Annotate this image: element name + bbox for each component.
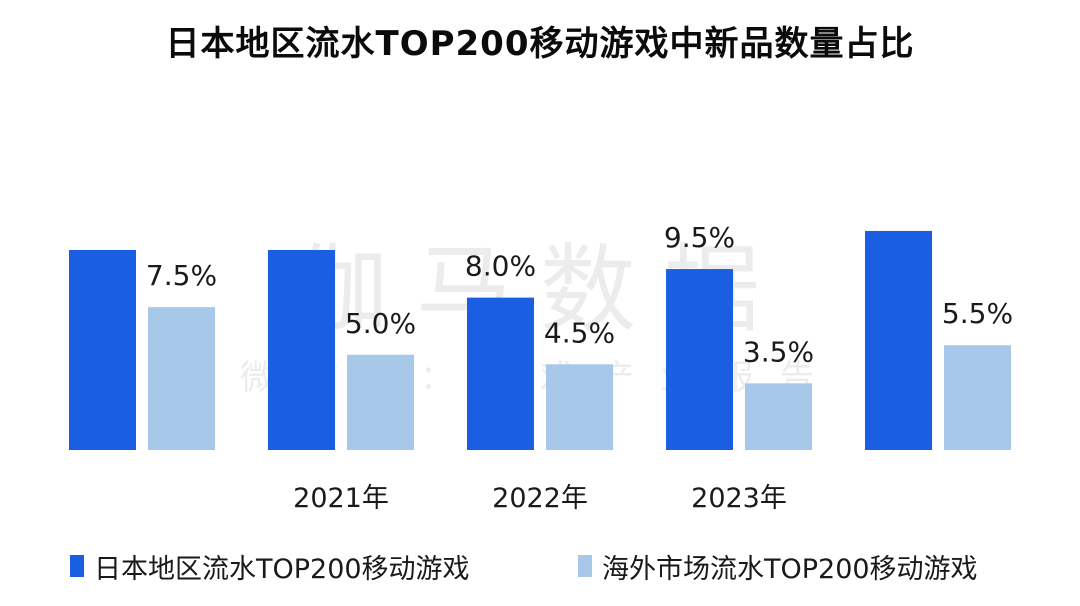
legend-item-overseas: 海外市场流水TOP200移动游戏 (578, 546, 978, 586)
bar-japan-2 (467, 297, 534, 450)
legend-swatch-japan (70, 555, 84, 577)
bar-japan-3 (666, 269, 733, 450)
data-label-overseas-1: 5.0% (345, 307, 416, 340)
bar-overseas-1 (347, 354, 414, 450)
legend: 日本地区流水TOP200移动游戏 海外市场流水TOP200移动游戏 (0, 546, 1080, 586)
bar-overseas-3 (745, 383, 812, 450)
legend-label-japan: 日本地区流水TOP200移动游戏 (94, 553, 470, 585)
bar-japan-4 (865, 230, 932, 450)
bar-japan-1 (268, 250, 335, 450)
data-label-overseas-2: 4.5% (544, 316, 615, 349)
bar-japan-0 (69, 250, 136, 450)
data-label-overseas-4: 5.5% (942, 297, 1013, 330)
bar-overseas-4 (944, 345, 1011, 450)
legend-item-japan: 日本地区流水TOP200移动游戏 (70, 546, 470, 586)
chart-title: 日本地区流水TOP200移动游戏中新品数量占比 (165, 24, 915, 64)
data-label-japan-3: 9.5% (664, 221, 735, 254)
x-tick-label-1: 2021年 (293, 483, 389, 514)
data-label-japan-2: 8.0% (465, 250, 536, 283)
bar-overseas-0 (148, 307, 215, 450)
data-label-overseas-3: 3.5% (743, 335, 814, 368)
data-label-overseas-0: 7.5% (146, 259, 217, 292)
legend-label-overseas: 海外市场流水TOP200移动游戏 (602, 553, 978, 585)
x-tick-label-3: 2023年 (691, 483, 787, 514)
legend-swatch-overseas (578, 555, 592, 577)
bar-overseas-2 (546, 364, 613, 450)
x-tick-label-2: 2022年 (492, 483, 588, 514)
